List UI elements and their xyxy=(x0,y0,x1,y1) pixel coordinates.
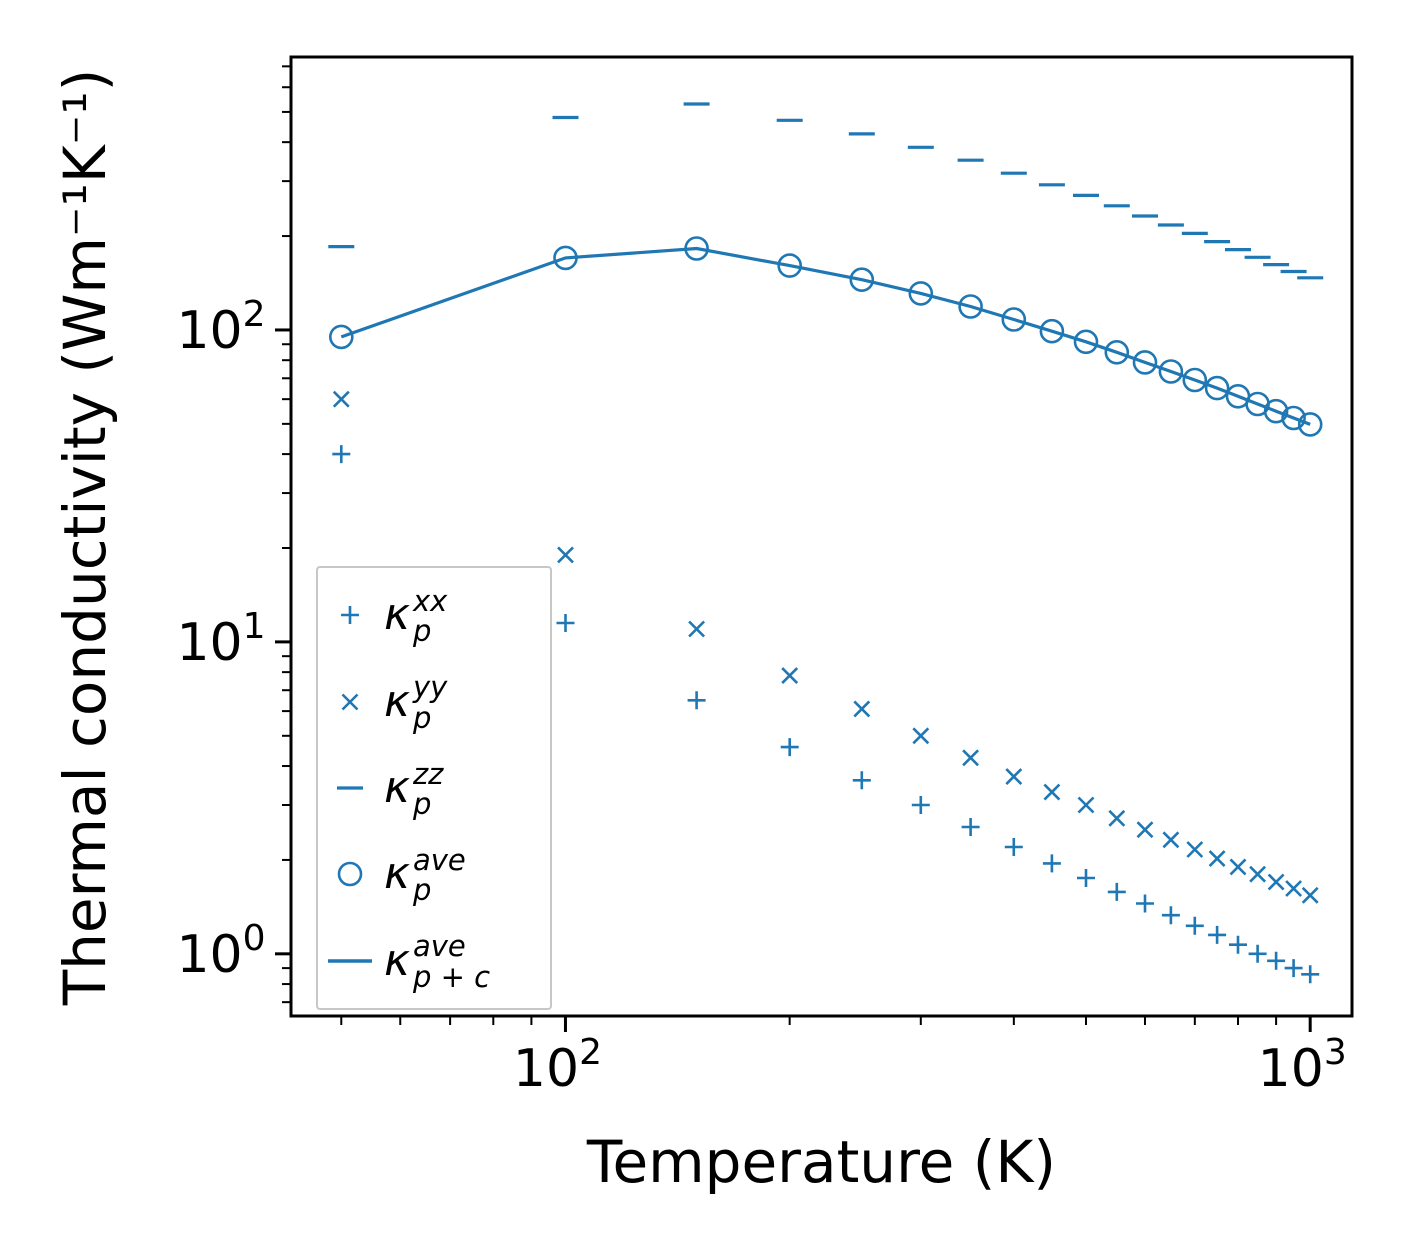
legend-label-kappa-p-xx: κ xx p xyxy=(384,583,448,649)
y-axis-label: Thermal conductivity (Wm⁻¹K⁻¹) xyxy=(51,68,119,1006)
y-tick-label: 102 xyxy=(176,294,265,361)
legend-item-kappa-p-zz: κ zz p xyxy=(318,746,550,830)
legend-item-kappa-p-yy: κ yy p xyxy=(318,660,550,744)
axes-spines xyxy=(289,55,1354,1018)
legend-item-kappa-p-plus-c-ave: κ ave p + c xyxy=(318,919,550,1003)
y-major-ticks: 100 101 102 xyxy=(176,294,291,985)
series-kappa-p-zz xyxy=(328,102,1324,280)
series-kappa-p-plus-c-ave xyxy=(340,246,1311,426)
series-kappa-p-xx xyxy=(332,445,1320,984)
legend-label-kappa-p-zz: κ zz p xyxy=(384,756,444,821)
chart-legend: κ xx p κ yy p κ zz p κ ave p κ ave p + c xyxy=(316,566,552,1010)
x-major-ticks: 102 103 xyxy=(513,1016,1347,1099)
legend-line-icon xyxy=(318,940,384,982)
y-tick-label: 101 xyxy=(176,606,265,673)
legend-label-kappa-p-yy: κ yy p xyxy=(384,670,448,735)
legend-label-kappa-p-plus-c-ave: κ ave p + c xyxy=(384,929,491,994)
legend-x-icon xyxy=(318,681,384,723)
legend-item-kappa-p-xx: κ xx p xyxy=(318,573,550,657)
series-kappa-p-yy xyxy=(332,390,1319,904)
legend-label-kappa-p-ave: κ ave p xyxy=(384,842,466,908)
legend-dash-icon xyxy=(318,767,384,809)
series-kappa-p-ave xyxy=(328,236,1323,437)
x-tick-label: 102 xyxy=(513,1032,602,1099)
x-tick-label: 103 xyxy=(1258,1032,1347,1099)
legend-item-kappa-p-ave: κ ave p xyxy=(318,832,550,916)
y-tick-label: 100 xyxy=(176,918,265,985)
legend-plus-icon xyxy=(318,594,384,636)
legend-circle-icon xyxy=(318,853,384,895)
x-axis-label: Temperature (K) xyxy=(586,1128,1057,1196)
